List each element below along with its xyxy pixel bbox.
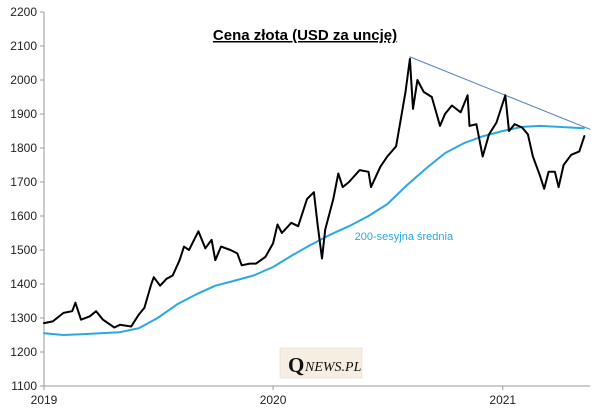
y-tick-label: 2100	[10, 39, 37, 53]
series-trendline	[409, 56, 591, 130]
axes: 1100 1200 1300 1400 1500 1600 1700 1800 1900 2000…	[10, 5, 590, 407]
y-tick-label: 1500	[10, 243, 37, 257]
chart-title: Cena złota (USD za uncję)	[213, 27, 397, 44]
watermark-news: NEWS.PL	[304, 360, 362, 375]
series-layer	[43, 56, 591, 336]
series-price	[43, 57, 586, 329]
annotation-label: 200-sesyjna średnia	[355, 231, 454, 243]
y-tick-label: 1800	[10, 141, 37, 155]
x-tick-label: 2021	[489, 393, 516, 407]
labels-layer: 200-sesyjna średnia	[355, 231, 454, 243]
watermark-q: Q	[288, 353, 304, 377]
y-tick-label: 2000	[10, 73, 37, 87]
y-tick-label: 1900	[10, 107, 37, 121]
x-tick-label: 2020	[260, 393, 287, 407]
y-tick-label: 2200	[10, 5, 37, 19]
x-tick-label: 2019	[31, 393, 58, 407]
y-tick-label: 1600	[10, 209, 37, 223]
y-tick-label: 1300	[10, 311, 37, 325]
y-tick-label: 1100	[11, 379, 37, 393]
watermark-logo: Q NEWS.PL	[279, 347, 363, 379]
y-tick-label: 1200	[10, 345, 37, 359]
y-tick-label: 1400	[10, 277, 37, 291]
y-tick-label: 1700	[10, 175, 37, 189]
